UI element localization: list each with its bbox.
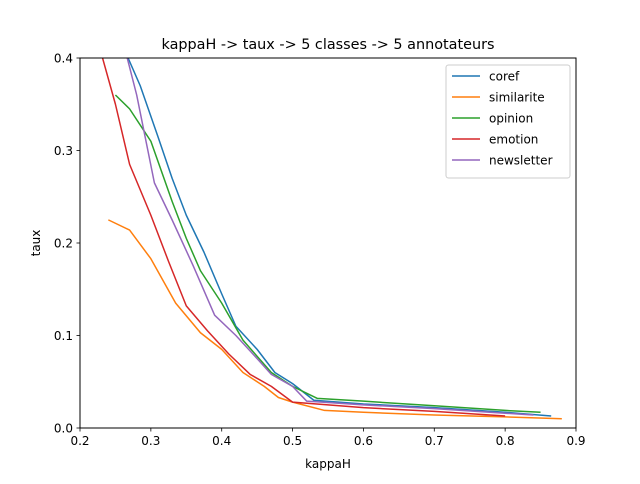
x-tick-label: 0.6 — [354, 434, 373, 448]
legend-label-newsletter: newsletter — [489, 153, 553, 167]
x-tick-label: 0.2 — [70, 434, 89, 448]
legend: coref similarite opinion emotion newsletter — [445, 64, 571, 179]
legend-label-similarite: similarite — [489, 90, 545, 104]
y-tick-label: 0.0 — [54, 421, 73, 435]
x-tick-label: 0.4 — [212, 434, 231, 448]
x-tick-label: 0.5 — [283, 434, 302, 448]
y-tick-label: 0.3 — [54, 144, 73, 158]
y-axis-ticks: 0.0 0.1 0.2 0.3 0.4 — [54, 51, 80, 435]
legend-label-opinion: opinion — [489, 111, 533, 125]
chart-title: kappaH -> taux -> 5 classes -> 5 annotat… — [162, 37, 495, 53]
series-line-newsletter — [126, 58, 534, 416]
x-tick-label: 0.9 — [566, 434, 585, 448]
series-line-emotion — [101, 58, 506, 417]
x-axis-label: kappaH — [305, 457, 351, 471]
y-tick-label: 0.2 — [54, 236, 73, 250]
y-axis-label: taux — [29, 230, 43, 257]
x-tick-label: 0.7 — [425, 434, 444, 448]
x-tick-label: 0.3 — [141, 434, 160, 448]
x-axis-ticks: 0.2 0.3 0.4 0.5 0.6 0.7 0.8 0.9 — [70, 428, 586, 448]
plot-lines — [101, 58, 562, 420]
series-line-similarite — [108, 219, 562, 420]
legend-label-coref: coref — [489, 69, 520, 83]
y-tick-label: 0.1 — [54, 329, 73, 343]
legend-label-emotion: emotion — [489, 132, 538, 146]
y-tick-label: 0.4 — [54, 51, 73, 65]
x-tick-label: 0.8 — [496, 434, 515, 448]
legend-box — [445, 64, 571, 179]
series-line-coref — [127, 58, 552, 417]
series-line-opinion — [114, 94, 541, 414]
